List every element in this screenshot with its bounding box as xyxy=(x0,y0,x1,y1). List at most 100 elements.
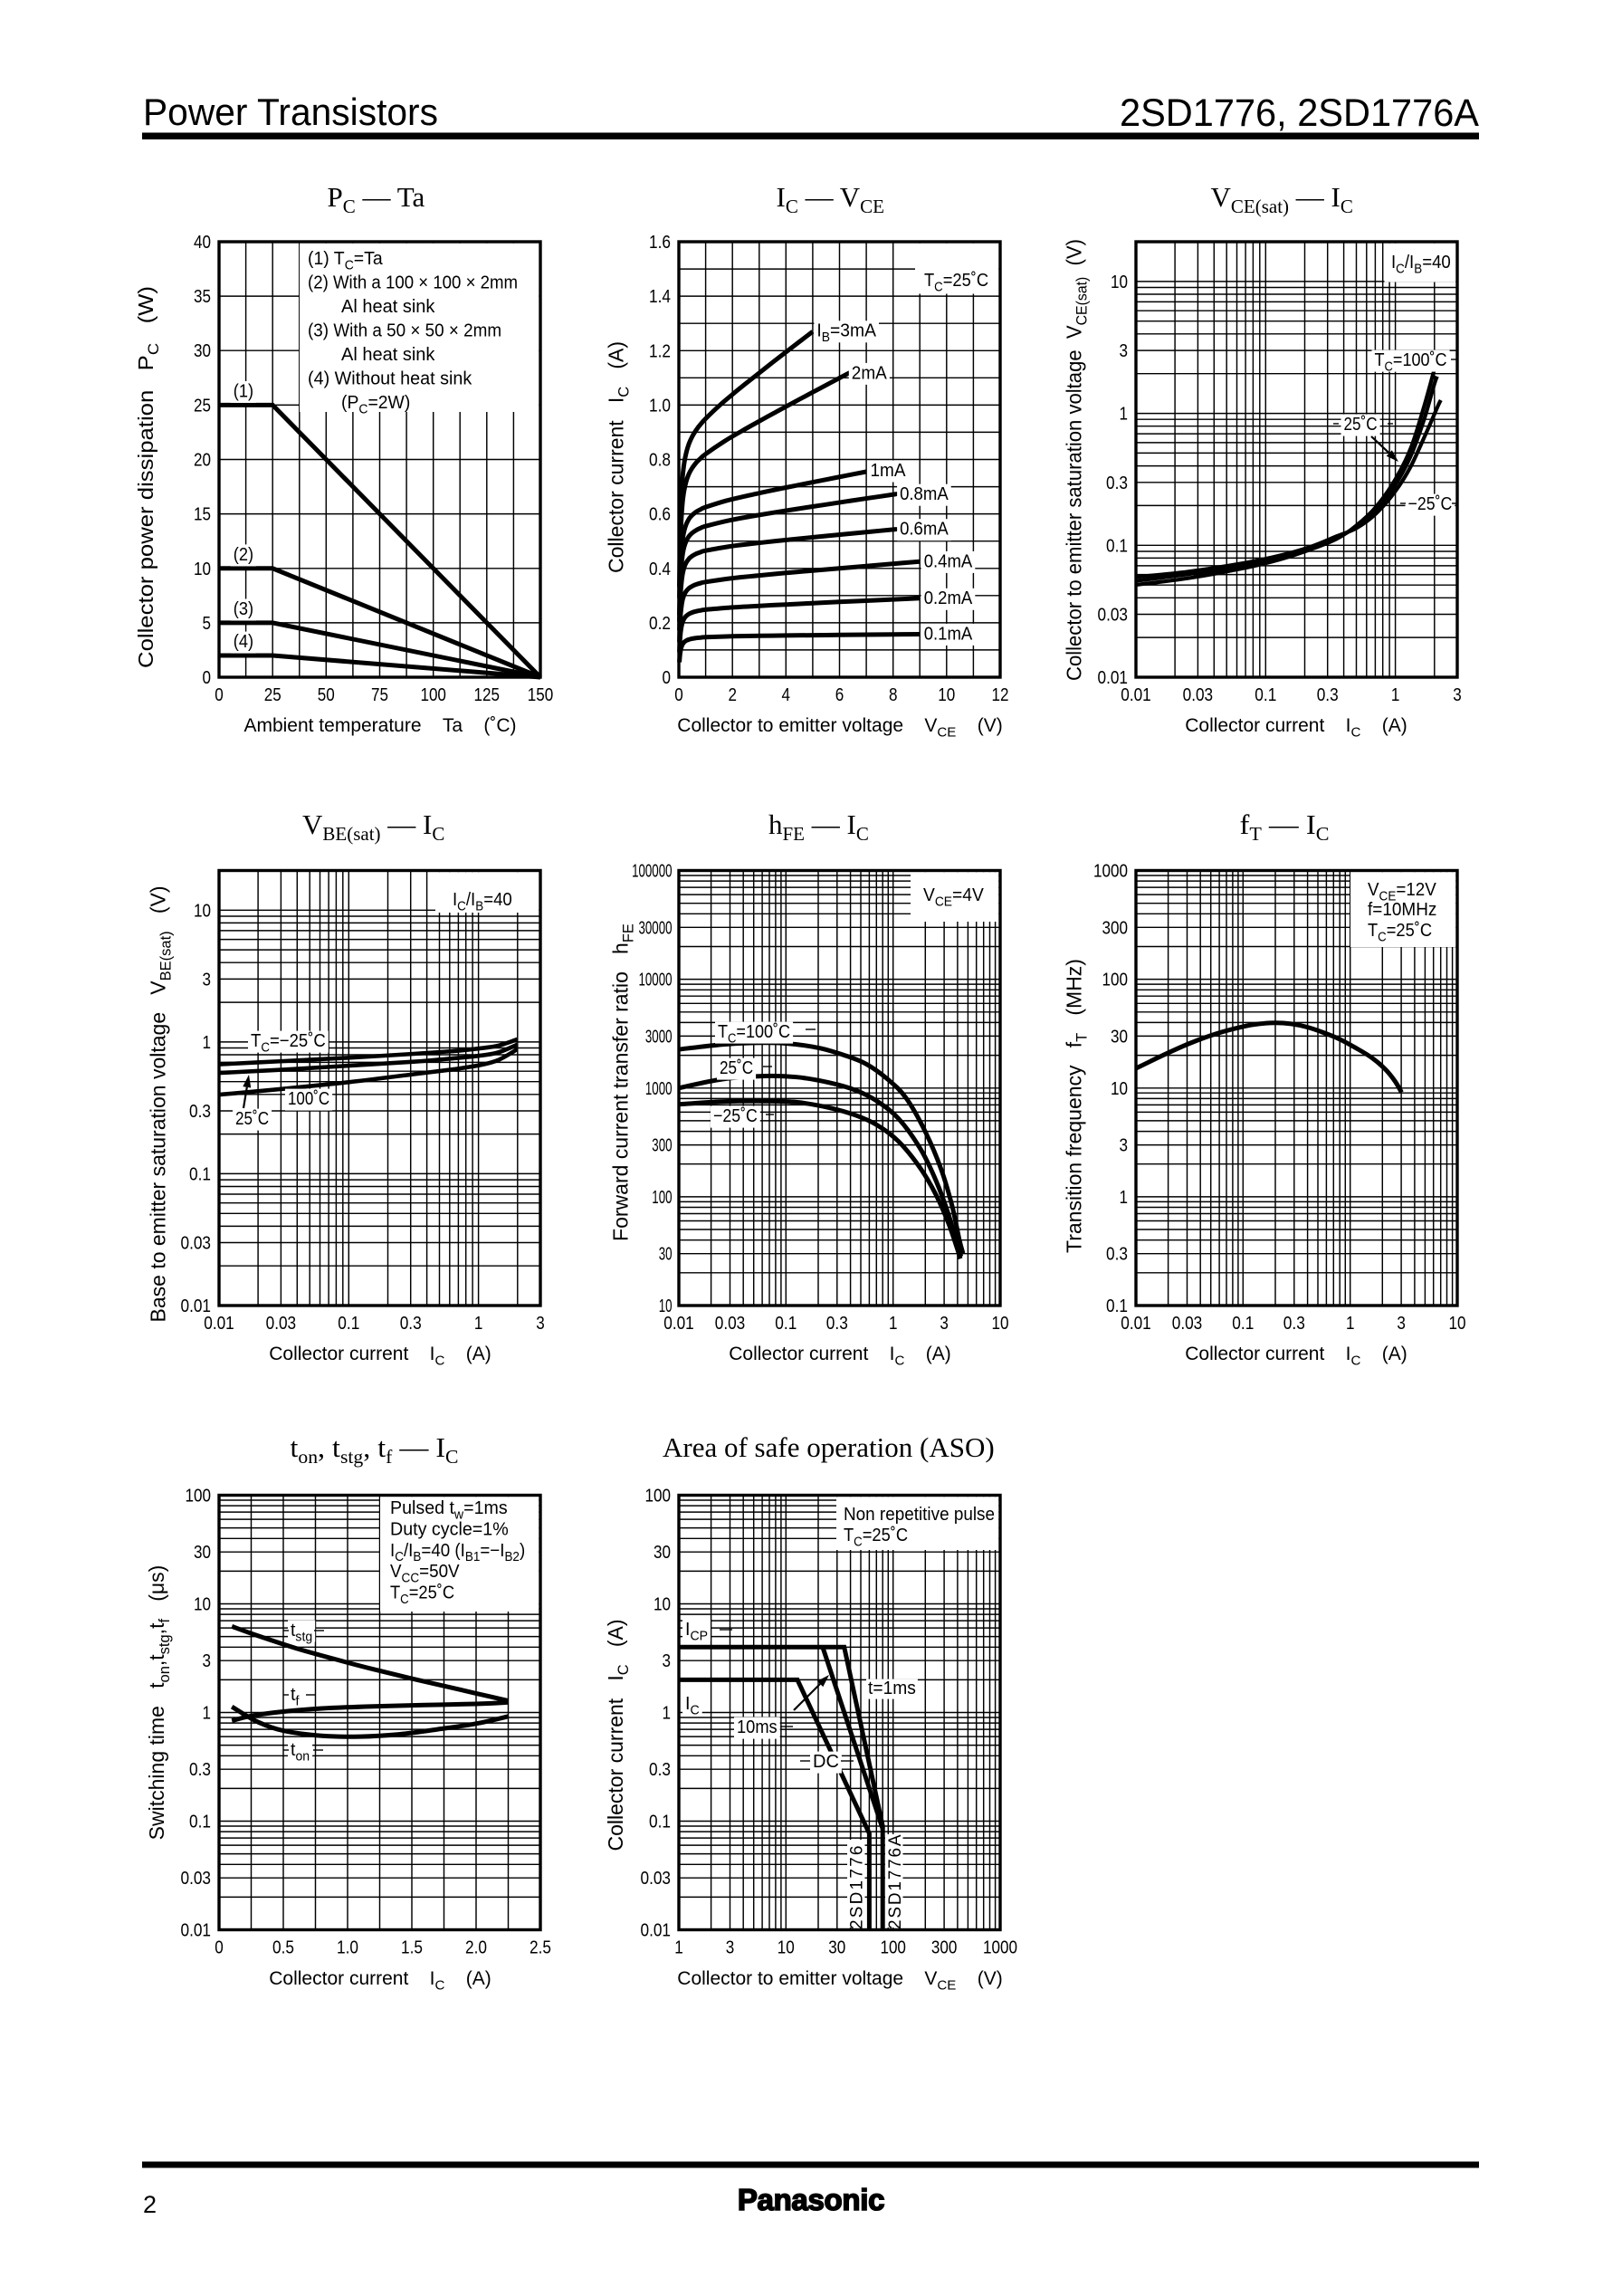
svg-text:0.1: 0.1 xyxy=(189,1164,211,1184)
svg-text:100000: 100000 xyxy=(632,862,672,882)
svg-text:0.3: 0.3 xyxy=(400,1314,422,1334)
svg-text:25: 25 xyxy=(264,685,281,705)
svg-text:ICP: ICP xyxy=(685,1620,708,1643)
svg-text:1000: 1000 xyxy=(645,1079,673,1099)
svg-text:75: 75 xyxy=(371,685,388,705)
svg-text:12: 12 xyxy=(992,685,1009,705)
svg-text:10: 10 xyxy=(194,1595,211,1615)
svg-text:3: 3 xyxy=(1120,1136,1129,1156)
svg-text:100: 100 xyxy=(186,1487,212,1507)
svg-text:8: 8 xyxy=(889,685,898,705)
svg-text:0.3: 0.3 xyxy=(1283,1314,1305,1334)
svg-text:(3) With a 50 × 50 × 2mm: (3) With a 50 × 50 × 2mm xyxy=(308,321,501,341)
svg-text:0.8mA: 0.8mA xyxy=(900,484,949,504)
svg-text:150: 150 xyxy=(528,685,554,705)
svg-text:0.03: 0.03 xyxy=(1172,1314,1203,1334)
svg-text:IC/IB=40 (IB1=−IB2): IC/IB=40 (IB1=−IB2) xyxy=(390,1541,525,1564)
svg-text:fT — IC: fT — IC xyxy=(1240,808,1330,845)
svg-text:1: 1 xyxy=(674,1938,683,1958)
svg-text:25˚C: 25˚C xyxy=(1344,415,1378,435)
svg-text:300: 300 xyxy=(1102,918,1129,938)
svg-text:0.3: 0.3 xyxy=(1106,1245,1128,1265)
svg-text:0.2: 0.2 xyxy=(649,614,671,634)
svg-text:Transition frequency fT (M: Transition frequency fT (MHz) xyxy=(1063,959,1091,1253)
svg-text:0.03: 0.03 xyxy=(1183,685,1214,705)
svg-text:0: 0 xyxy=(203,668,212,688)
svg-text:30: 30 xyxy=(194,1543,211,1563)
svg-text:10: 10 xyxy=(659,1296,673,1316)
svg-text:0.8: 0.8 xyxy=(649,451,671,471)
svg-text:0.5: 0.5 xyxy=(272,1938,294,1958)
svg-text:0.03: 0.03 xyxy=(641,1869,672,1889)
svg-text:Collector to emitter voltage: Collector to emitter voltage VCE (V) xyxy=(677,1968,1002,1994)
svg-text:VCE(sat) — IC: VCE(sat) — IC xyxy=(1211,181,1353,217)
svg-text:50: 50 xyxy=(318,685,335,705)
svg-text:300: 300 xyxy=(931,1938,958,1958)
svg-text:10ms: 10ms xyxy=(737,1717,778,1737)
svg-text:0: 0 xyxy=(674,685,683,705)
svg-text:Panasonic: Panasonic xyxy=(738,2183,884,2216)
svg-text:2.5: 2.5 xyxy=(530,1938,551,1958)
svg-text:TC=25˚C: TC=25˚C xyxy=(924,271,988,294)
svg-text:1: 1 xyxy=(1346,1314,1355,1334)
svg-text:10: 10 xyxy=(1111,1079,1128,1099)
svg-text:3: 3 xyxy=(536,1314,545,1334)
svg-text:0.01: 0.01 xyxy=(1121,1314,1151,1334)
svg-text:30: 30 xyxy=(194,341,211,361)
svg-text:3: 3 xyxy=(663,1651,672,1671)
svg-text:100: 100 xyxy=(420,685,446,705)
svg-text:Area of safe operation (ASO): Area of safe operation (ASO) xyxy=(663,1431,995,1463)
svg-text:10: 10 xyxy=(1111,273,1128,292)
svg-text:10000: 10000 xyxy=(639,971,673,990)
svg-text:2SD1776A: 2SD1776A xyxy=(886,1833,905,1929)
svg-text:0.3: 0.3 xyxy=(1106,474,1128,493)
svg-text:ton: ton xyxy=(291,1740,310,1764)
svg-text:Collector current IC (A): Collector current IC (A) xyxy=(729,1344,950,1369)
svg-text:VBE(sat) — IC: VBE(sat) — IC xyxy=(302,808,444,845)
svg-text:1.2: 1.2 xyxy=(649,341,671,361)
svg-text:1: 1 xyxy=(203,1704,212,1724)
svg-text:0.2mA: 0.2mA xyxy=(924,588,973,608)
svg-text:IC/IB=40: IC/IB=40 xyxy=(1391,253,1451,276)
svg-text:0.3: 0.3 xyxy=(189,1760,211,1780)
svg-text:Duty cycle=1%: Duty cycle=1% xyxy=(390,1519,509,1539)
svg-text:t=1ms: t=1ms xyxy=(868,1679,916,1698)
svg-text:0.03: 0.03 xyxy=(181,1869,212,1889)
svg-text:Al heat sink: Al heat sink xyxy=(341,297,435,317)
svg-text:20: 20 xyxy=(194,451,211,471)
svg-text:3: 3 xyxy=(1397,1314,1406,1334)
svg-text:1: 1 xyxy=(474,1314,483,1334)
svg-text:25˚C: 25˚C xyxy=(235,1109,269,1129)
svg-text:100: 100 xyxy=(880,1938,906,1958)
svg-text:Collector current IC (A): Collector current IC (A) xyxy=(1185,1344,1407,1369)
svg-text:0.03: 0.03 xyxy=(1098,606,1129,626)
svg-text:0.01: 0.01 xyxy=(641,1921,672,1941)
svg-text:1: 1 xyxy=(1120,1188,1129,1208)
svg-text:125: 125 xyxy=(474,685,501,705)
svg-text:0.4: 0.4 xyxy=(649,560,671,579)
svg-text:25˚C: 25˚C xyxy=(720,1058,753,1078)
svg-text:0: 0 xyxy=(215,685,224,705)
svg-text:0.1mA: 0.1mA xyxy=(924,624,973,644)
svg-text:3: 3 xyxy=(203,970,212,990)
svg-text:0.1: 0.1 xyxy=(649,1813,671,1832)
svg-text:0.3: 0.3 xyxy=(189,1102,211,1122)
svg-text:0.03: 0.03 xyxy=(266,1314,297,1334)
svg-text:1: 1 xyxy=(889,1314,898,1334)
svg-text:100: 100 xyxy=(652,1188,672,1208)
svg-text:35: 35 xyxy=(194,287,211,307)
svg-text:5: 5 xyxy=(203,614,212,634)
svg-text:100: 100 xyxy=(645,1487,672,1507)
svg-text:1.5: 1.5 xyxy=(401,1938,423,1958)
svg-text:Collector current IC (A): Collector current IC (A) xyxy=(1185,715,1407,741)
svg-text:(PC=2W): (PC=2W) xyxy=(341,393,410,416)
svg-text:1: 1 xyxy=(203,1033,212,1053)
svg-text:ton, tstg, tf — IC: ton, tstg, tf — IC xyxy=(291,1431,459,1468)
svg-text:2SD1776, 2SD1776A: 2SD1776, 2SD1776A xyxy=(1120,91,1479,135)
svg-text:1000: 1000 xyxy=(1093,862,1128,882)
svg-text:2: 2 xyxy=(143,2191,157,2218)
svg-text:10: 10 xyxy=(654,1595,671,1615)
svg-text:0.01: 0.01 xyxy=(181,1296,212,1316)
svg-text:TC=100˚C: TC=100˚C xyxy=(718,1022,790,1046)
svg-text:3000: 3000 xyxy=(645,1027,673,1047)
